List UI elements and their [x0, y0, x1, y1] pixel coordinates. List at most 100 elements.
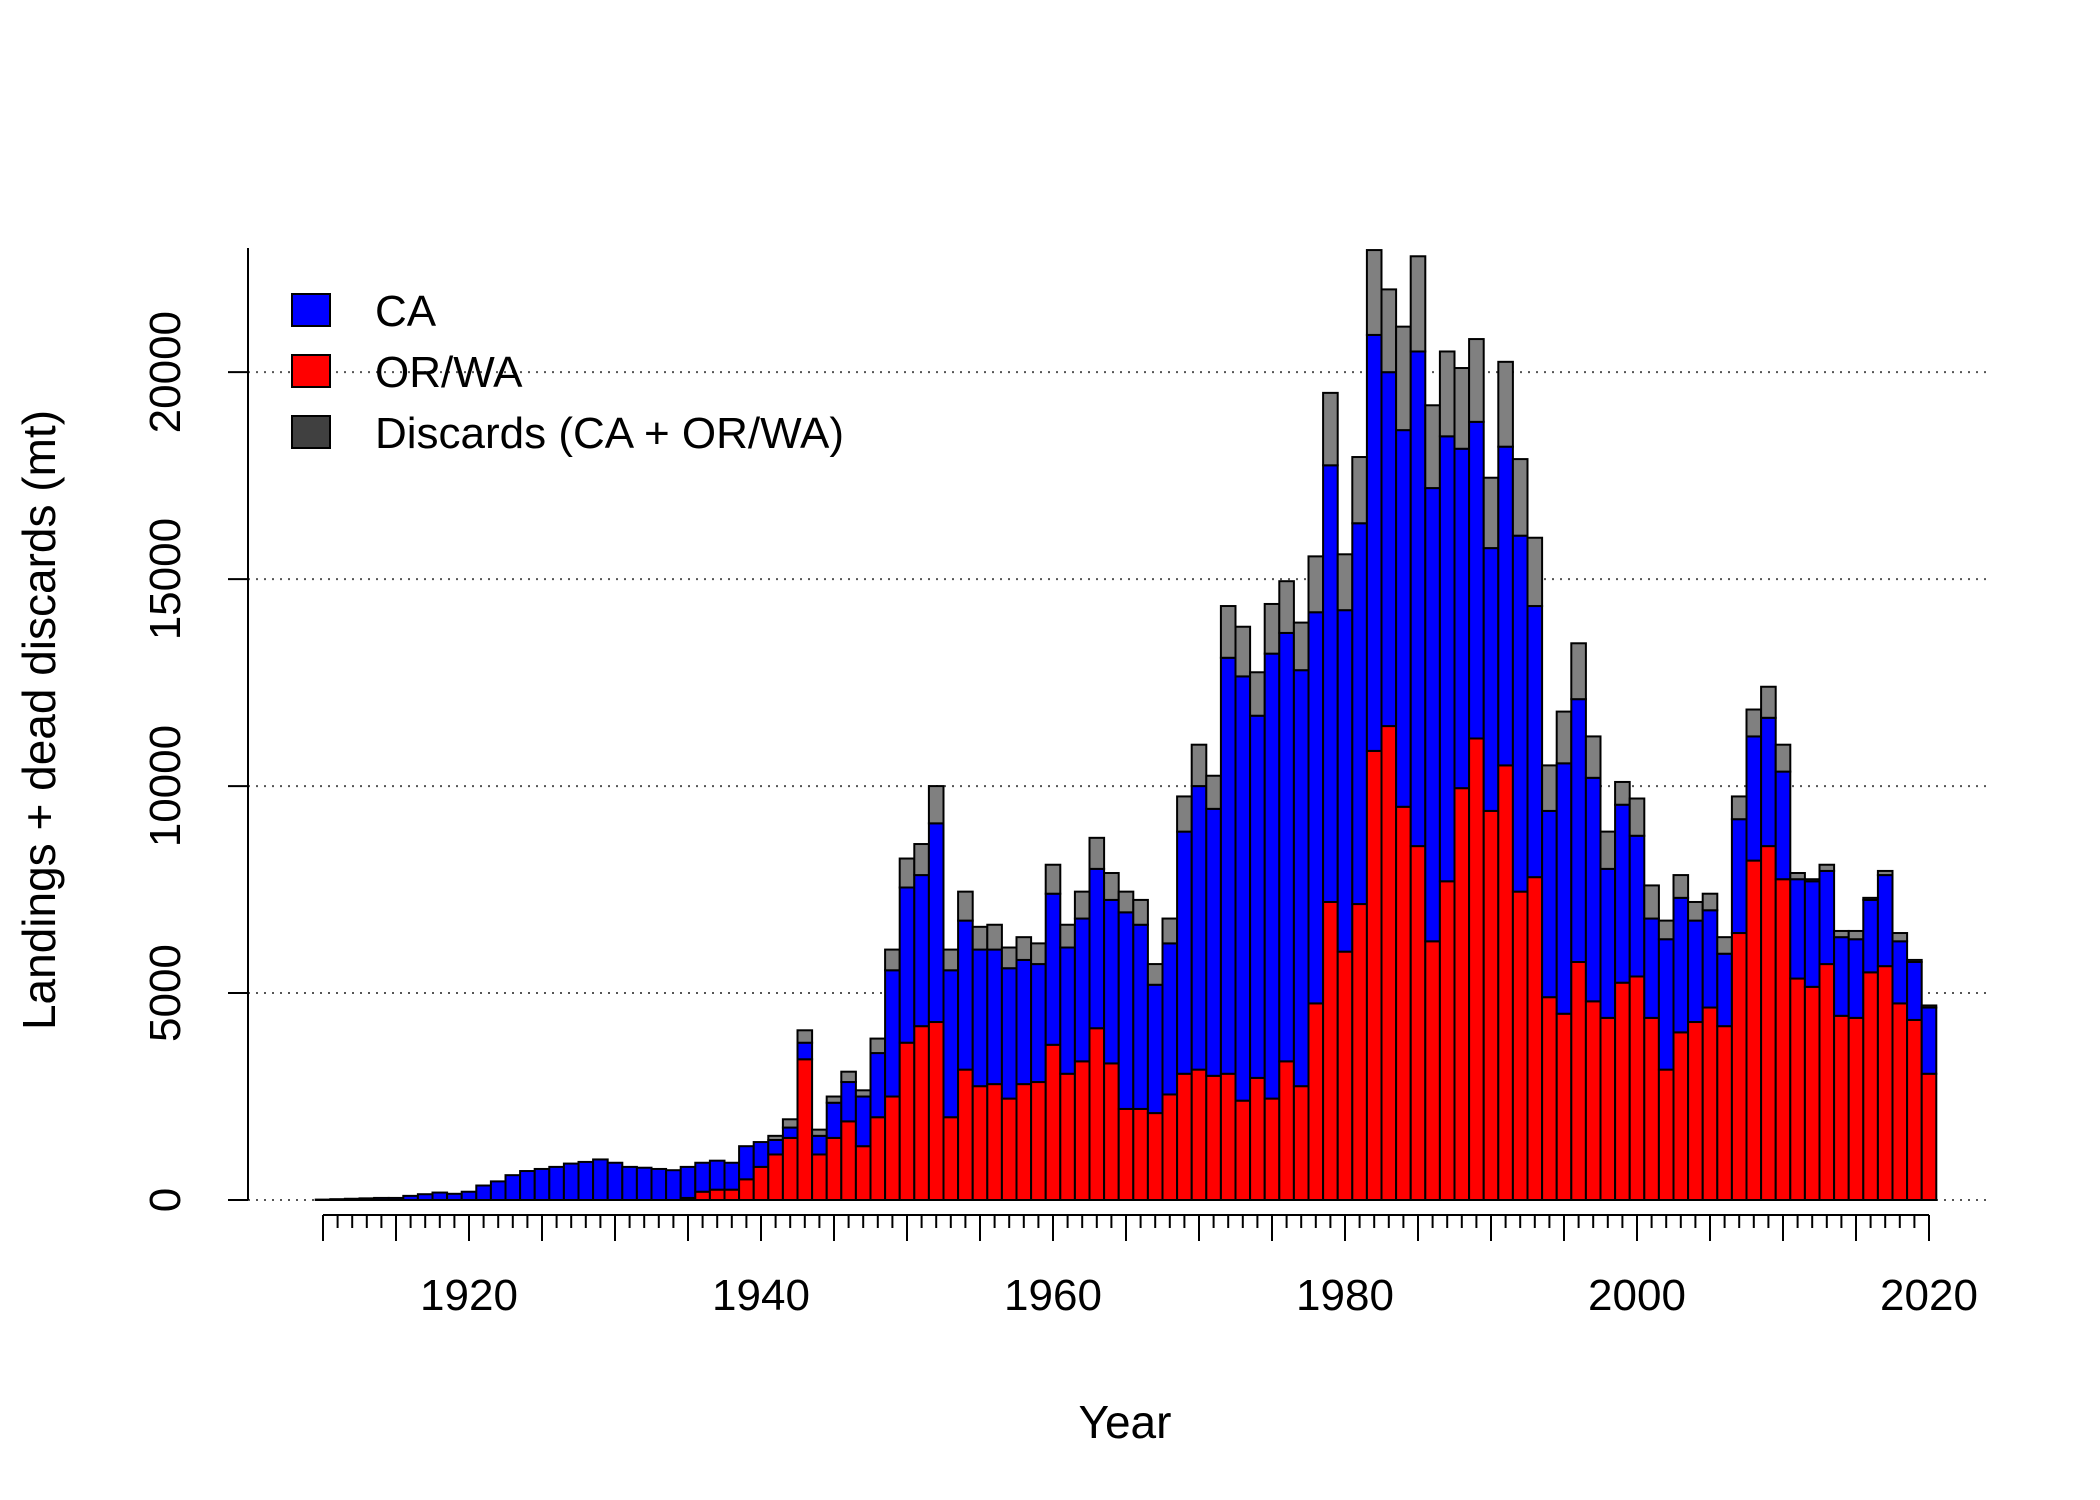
bar-segment — [986, 923, 1003, 951]
bar-segment — [796, 1041, 814, 1061]
bar-segment — [1365, 749, 1383, 1201]
bar-segment — [723, 1161, 741, 1191]
bar-segment — [1015, 958, 1033, 1086]
bar-segment — [1468, 420, 1485, 740]
bar-segment — [1482, 476, 1500, 550]
bar-segment — [1891, 1002, 1909, 1201]
bar-segment — [1292, 1085, 1310, 1202]
bar-segment — [1249, 1076, 1266, 1201]
bar-segment — [1789, 977, 1806, 1201]
bar-segment — [942, 1116, 960, 1202]
bar-segment — [1672, 1031, 1690, 1202]
bar-segment — [1292, 621, 1310, 672]
bar-segment — [767, 1138, 784, 1156]
bar-segment — [1336, 609, 1354, 953]
bar-segment — [1117, 890, 1135, 914]
bar-segment — [650, 1167, 668, 1202]
bar-segment — [1409, 845, 1427, 1202]
bar-segment — [898, 857, 916, 889]
bar-segment — [1015, 1083, 1033, 1202]
bar-segment — [854, 1089, 872, 1098]
bar-segment — [1599, 867, 1617, 1019]
bar-segment — [1614, 780, 1631, 806]
y-tick-label: 20000 — [141, 311, 190, 433]
bar-segment — [1833, 929, 1850, 939]
bar-segment — [1044, 863, 1062, 895]
bar-segment — [1336, 950, 1354, 1201]
bar-segment — [431, 1191, 449, 1201]
bar-segment — [1789, 872, 1806, 881]
bar-segment — [1176, 830, 1193, 1075]
bar-segment — [1482, 809, 1500, 1201]
bar-segment — [1628, 834, 1646, 978]
bar-segment — [1906, 961, 1923, 1021]
bar-segment — [971, 925, 989, 951]
bar-segment — [738, 1145, 755, 1181]
bar-segment — [1497, 360, 1514, 448]
bar-segment — [1176, 795, 1193, 833]
bar-segment — [1015, 936, 1033, 961]
bar-segment — [825, 1136, 843, 1202]
bar-segment — [781, 1126, 799, 1139]
bar-segment — [1424, 404, 1441, 490]
bar-segment — [1818, 963, 1836, 1202]
bar-segment — [1088, 867, 1106, 1030]
bar-segment — [1745, 735, 1763, 862]
bar-segment — [1745, 708, 1763, 738]
bar-segment — [1789, 878, 1806, 980]
bar-segment — [504, 1174, 522, 1201]
bar-segment — [854, 1145, 872, 1201]
bar-segment — [1424, 487, 1441, 943]
bar-segment — [1511, 890, 1529, 1201]
bar-segment — [1511, 458, 1529, 537]
bar-segment — [1161, 942, 1179, 1096]
bar-segment — [1278, 631, 1295, 1063]
bar-segment — [708, 1188, 726, 1202]
bar-segment — [1541, 996, 1558, 1202]
bar-segment — [1044, 892, 1062, 1046]
bar-segment — [1234, 1099, 1252, 1202]
bar-segment — [1803, 878, 1821, 883]
bar-segment — [1249, 671, 1266, 717]
bar-segment — [1146, 1112, 1164, 1201]
bar-segment — [1730, 818, 1748, 935]
bar-segment — [1000, 967, 1018, 1100]
bar-segment — [1103, 1062, 1120, 1201]
bar-segment — [825, 1101, 843, 1139]
bar-segment — [1672, 874, 1690, 899]
bar-segment — [1745, 859, 1763, 1201]
bar-segment — [1351, 456, 1368, 525]
bar-segment — [1643, 1016, 1660, 1201]
bar-segment — [1920, 1072, 1938, 1201]
bar-segment — [1614, 981, 1631, 1202]
bar-segment — [1176, 1072, 1193, 1201]
bar-segment — [1730, 932, 1748, 1201]
bar-segment — [913, 843, 930, 877]
bar-segment — [840, 1120, 857, 1202]
bar-segment — [1541, 809, 1558, 999]
bar-segment — [1219, 605, 1237, 659]
bar-segment — [971, 948, 989, 1088]
bar-segment — [1395, 325, 1412, 432]
bar-segment — [694, 1161, 711, 1193]
bar-segment — [1555, 762, 1573, 1015]
bars — [314, 249, 1938, 1202]
bar-segment — [1409, 255, 1427, 353]
bar-segment — [1030, 1081, 1047, 1202]
bar-segment — [329, 1198, 346, 1201]
legend-swatch — [291, 293, 331, 327]
bar-segment — [957, 890, 974, 922]
x-tick-label: 1920 — [420, 1271, 518, 1320]
bar-segment — [1453, 787, 1471, 1201]
bar-segment — [1059, 946, 1076, 1075]
y-tick-label: 5000 — [141, 944, 190, 1042]
bar-segment — [446, 1192, 463, 1201]
bar-segment — [1643, 917, 1660, 1019]
bar-segment — [1395, 805, 1412, 1201]
bar-segment — [1876, 874, 1894, 968]
y-axis-label: Landings + dead discards (mt) — [13, 410, 65, 1030]
bar-segment — [1803, 985, 1821, 1201]
bar-segment — [927, 822, 945, 1024]
bar-segment — [1263, 1097, 1281, 1202]
